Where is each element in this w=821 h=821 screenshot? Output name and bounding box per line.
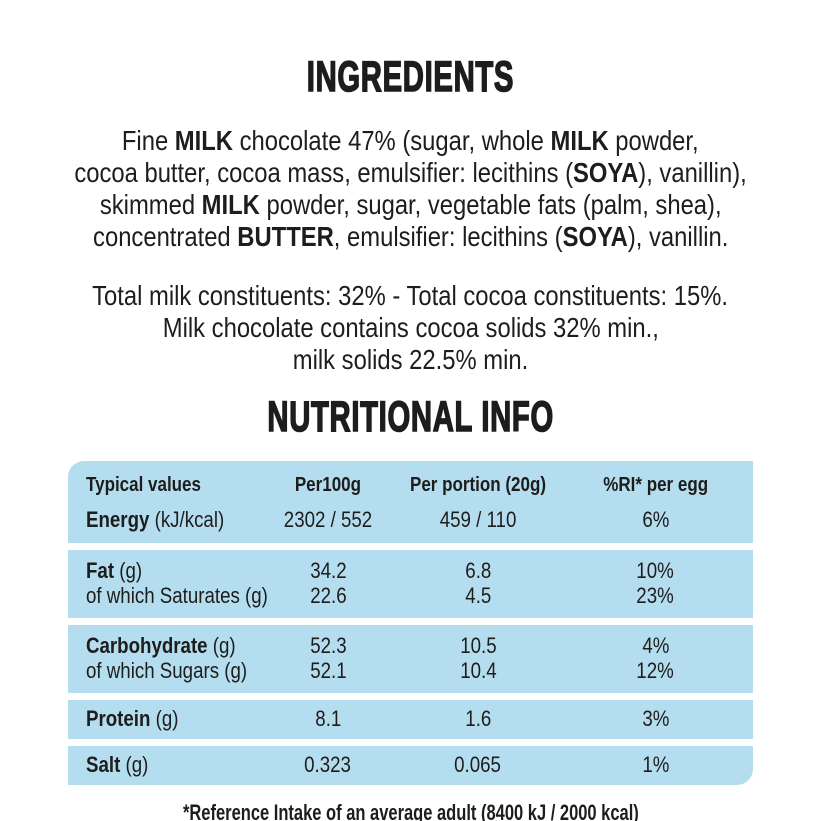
fat-per-100g: 34.2 [309, 558, 347, 583]
table-row-fat: Fat (g) 34.2 6.8 10% [68, 550, 753, 583]
energy-per-100g: 2302 / 552 [283, 507, 373, 532]
header-per-portion: Per portion (20g) [410, 474, 547, 496]
table-block-protein: Protein (g) 8.1 1.6 3% [68, 700, 753, 739]
protein-ri: 3% [641, 706, 670, 731]
table-block-header-energy: Typical values Per100g Per portion (20g)… [68, 461, 753, 543]
sugars-per-100g: 52.1 [309, 658, 347, 683]
constituents-line: Milk chocolate contains cocoa solids 32%… [162, 312, 659, 343]
header-ri-per-egg: %RI* per egg [603, 474, 708, 496]
energy-ri: 6% [641, 507, 670, 532]
carbohydrate-label: Carbohydrate (g) [86, 633, 236, 658]
ingredients-paragraph: Fine MILK chocolate 47% (sugar, whole MI… [0, 125, 821, 253]
table-row-salt: Salt (g) 0.323 0.065 1% [68, 746, 753, 785]
fat-ri: 10% [636, 558, 675, 583]
constituents-line: milk solids 22.5% min. [292, 344, 529, 375]
reference-intake-footnote: *Reference Intake of an average adult (8… [182, 800, 639, 821]
table-row-saturates: of which Saturates (g) 22.6 4.5 23% [68, 583, 753, 618]
constituents-paragraph: Total milk constituents: 32% - Total coc… [0, 280, 821, 376]
energy-per-portion: 459 / 110 [439, 507, 517, 532]
ingredients-line: Fine MILK chocolate 47% (sugar, whole MI… [122, 125, 699, 156]
table-block-fat: Fat (g) 34.2 6.8 10% of which Saturates … [68, 550, 753, 618]
saturates-per-100g: 22.6 [309, 583, 347, 608]
ingredients-line: concentrated BUTTER, emulsifier: lecithi… [92, 221, 729, 252]
constituents-line: Total milk constituents: 32% - Total coc… [92, 280, 729, 311]
ingredients-line: skimmed MILK powder, sugar, vegetable fa… [99, 189, 722, 220]
salt-per-portion: 0.065 [454, 752, 502, 777]
nutritional-info-title-text: NUTRITIONAL INFO [267, 393, 554, 441]
saturates-ri: 23% [636, 583, 675, 608]
carbohydrate-per-portion: 10.5 [459, 633, 497, 658]
protein-per-100g: 8.1 [314, 706, 342, 731]
protein-label: Protein (g) [86, 706, 179, 731]
table-header-row: Typical values Per100g Per portion (20g)… [68, 461, 753, 499]
header-per-100g: Per100g [294, 474, 362, 496]
saturates-per-portion: 4.5 [464, 583, 492, 608]
saturates-label: of which Saturates (g) [86, 583, 268, 608]
protein-per-portion: 1.6 [464, 706, 492, 731]
nutrition-table: Typical values Per100g Per portion (20g)… [68, 461, 753, 785]
carbohydrate-ri: 4% [641, 633, 670, 658]
nutritional-info-title: NUTRITIONAL INFO [0, 376, 821, 441]
table-row-sugars: of which Sugars (g) 52.1 10.4 12% [68, 658, 753, 693]
header-typical-values: Typical values [86, 474, 201, 496]
table-row-protein: Protein (g) 8.1 1.6 3% [68, 700, 753, 739]
salt-label: Salt (g) [86, 752, 149, 777]
salt-ri: 1% [641, 752, 670, 777]
sugars-per-portion: 10.4 [459, 658, 497, 683]
fat-per-portion: 6.8 [464, 558, 492, 583]
sugars-label: of which Sugars (g) [86, 658, 248, 683]
fat-label: Fat (g) [86, 558, 143, 583]
table-row-carbohydrate: Carbohydrate (g) 52.3 10.5 4% [68, 625, 753, 658]
energy-label: Energy (kJ/kcal) [86, 507, 225, 532]
sugars-ri: 12% [636, 658, 675, 683]
table-block-carbohydrate: Carbohydrate (g) 52.3 10.5 4% of which S… [68, 625, 753, 693]
ingredients-title-text: INGREDIENTS [306, 53, 515, 101]
ingredients-line: cocoa butter, cocoa mass, emulsifier: le… [74, 157, 747, 188]
salt-per-100g: 0.323 [304, 752, 352, 777]
ingredients-title: INGREDIENTS [0, 0, 821, 101]
table-block-salt: Salt (g) 0.323 0.065 1% [68, 746, 753, 785]
table-row-energy: Energy (kJ/kcal) 2302 / 552 459 / 110 6% [68, 499, 753, 543]
carbohydrate-per-100g: 52.3 [309, 633, 347, 658]
